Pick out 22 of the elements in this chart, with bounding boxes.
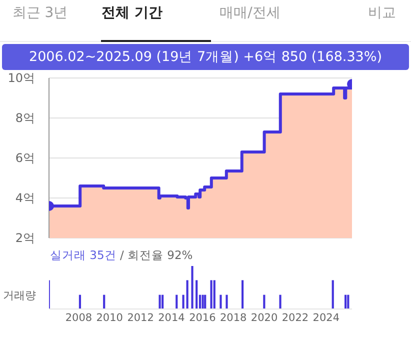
y-tick-label: 4억 — [15, 191, 35, 205]
y-tick-label: 6억 — [15, 151, 35, 165]
y-tick-label: 2억 — [15, 231, 35, 245]
text: 최근 3년 — [11, 4, 69, 22]
text: 비교 — [367, 4, 397, 22]
x-tick-label: 2022 — [282, 312, 309, 324]
x-tick-label: 2016 — [189, 312, 216, 324]
text: 전체 기간 — [100, 4, 164, 22]
text: 실거래 35건 — [50, 248, 116, 262]
x-tick-label: 2012 — [127, 312, 154, 324]
x-tick-label: 2024 — [312, 312, 340, 324]
text: 매매/전세 — [218, 4, 282, 22]
x-tick-label: 2014 — [158, 312, 186, 324]
y-axis-title: 거래량 — [3, 288, 36, 303]
text: / 회전율 92% — [120, 248, 193, 262]
y-tick-label: 10억 — [8, 71, 35, 85]
x-tick-label: 2008 — [65, 312, 92, 324]
x-tick-label: 2020 — [250, 312, 278, 324]
text: 2006.02~2025.09 (19년 7개월) +6억 850 (168.33%) — [2, 44, 409, 70]
y-tick-label: 8억 — [15, 111, 35, 125]
x-tick-label: 2018 — [220, 312, 247, 324]
x-tick-label: 2010 — [96, 312, 123, 324]
